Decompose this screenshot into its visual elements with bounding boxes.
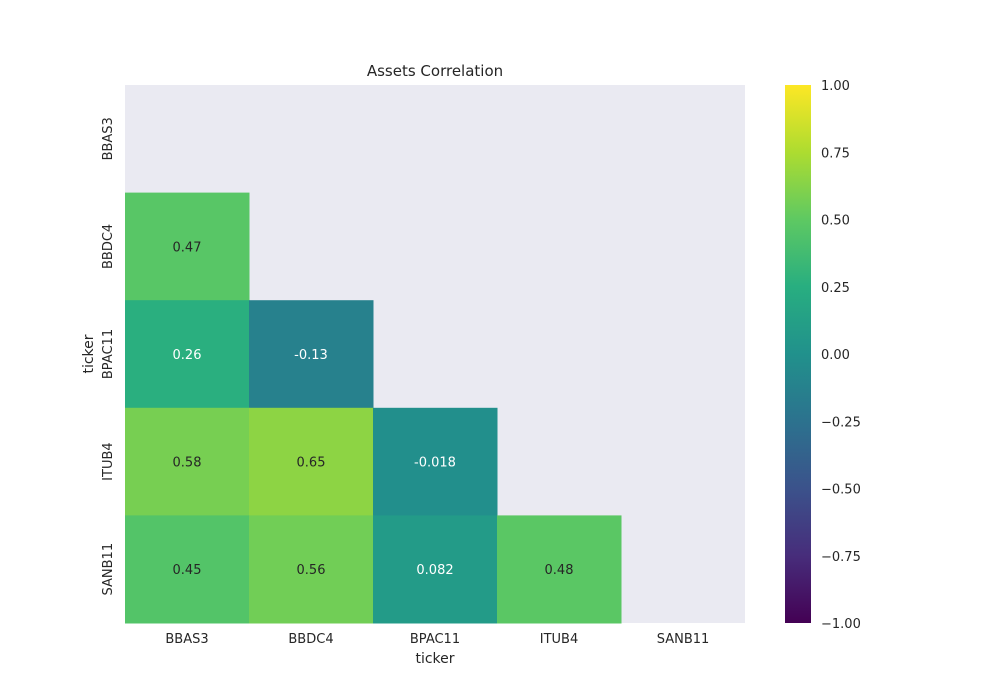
heatmap-cell-SANB11-ITUB4 [497, 515, 622, 624]
colorbar-tick-labels: 1.00 0.75 0.50 0.25 0.00 −0.25 −0.50 −0.75 −1.00 [821, 79, 861, 632]
cell-value-label: -0.13 [294, 348, 328, 363]
colorbar-tick-label: −0.75 [821, 550, 861, 565]
heatmap-cell-ITUB4-BBAS3 [125, 407, 250, 516]
colorbar-tick-label: −1.00 [821, 617, 861, 632]
y-tick-label: ITUB4 [101, 442, 116, 480]
cell-annotations: 0.47 0.26 -0.13 0.58 0.65 -0.018 0.45 0.56 0.082… [173, 240, 574, 578]
x-tick-label: BPAC11 [410, 632, 460, 647]
heatmap-cells [125, 192, 622, 624]
cell-value-label: 0.47 [173, 240, 202, 255]
colorbar-tick-label: −0.50 [821, 483, 861, 498]
x-axis-label: ticker [415, 651, 454, 667]
heatmap-cell-BPAC11-BBAS3 [125, 300, 250, 409]
cell-value-label: 0.48 [545, 563, 574, 578]
heatmap-cell-SANB11-BPAC11 [373, 515, 498, 624]
cell-value-label: 0.56 [297, 563, 326, 578]
x-tick-labels: BBAS3 BBDC4 BPAC11 ITUB4 SANB11 [165, 632, 709, 647]
heatmap-cell-ITUB4-BBDC4 [249, 407, 374, 516]
heatmap-cell-BBDC4-BBAS3 [125, 192, 250, 301]
cell-value-label: 0.26 [173, 348, 202, 363]
colorbar-tick-label: 1.00 [821, 79, 850, 94]
y-tick-label: BBAS3 [101, 117, 116, 160]
heatmap-cell-SANB11-BBDC4 [249, 515, 374, 624]
y-tick-label: SANB11 [101, 543, 116, 596]
y-tick-label: BBDC4 [101, 224, 116, 269]
cell-value-label: -0.018 [414, 456, 456, 471]
cell-value-label: 0.65 [297, 456, 326, 471]
x-tick-label: BBDC4 [288, 632, 333, 647]
colorbar-tick-label: −0.25 [821, 415, 861, 430]
colorbar-tick-label: 0.00 [821, 348, 850, 363]
colorbar-tick-label: 0.50 [821, 214, 850, 229]
colorbar [785, 85, 811, 623]
y-axis-label: ticker [81, 334, 97, 373]
heatmap-cell-BPAC11-BBDC4 [249, 300, 374, 409]
x-tick-label: SANB11 [657, 632, 710, 647]
heatmap-cell-ITUB4-BPAC11 [373, 407, 498, 516]
y-tick-labels: BBAS3 BBDC4 BPAC11 ITUB4 SANB11 [101, 117, 116, 595]
cell-value-label: 0.58 [173, 456, 202, 471]
x-tick-label: BBAS3 [165, 632, 208, 647]
cell-value-label: 0.45 [173, 563, 202, 578]
chart-title: Assets Correlation [367, 62, 503, 80]
colorbar-tick-label: 0.75 [821, 146, 850, 161]
colorbar-tick-label: 0.25 [821, 281, 850, 296]
cell-value-label: 0.082 [416, 563, 453, 578]
heatmap-cell-SANB11-BBAS3 [125, 515, 250, 624]
x-tick-label: ITUB4 [540, 632, 578, 647]
y-tick-label: BPAC11 [101, 329, 116, 379]
